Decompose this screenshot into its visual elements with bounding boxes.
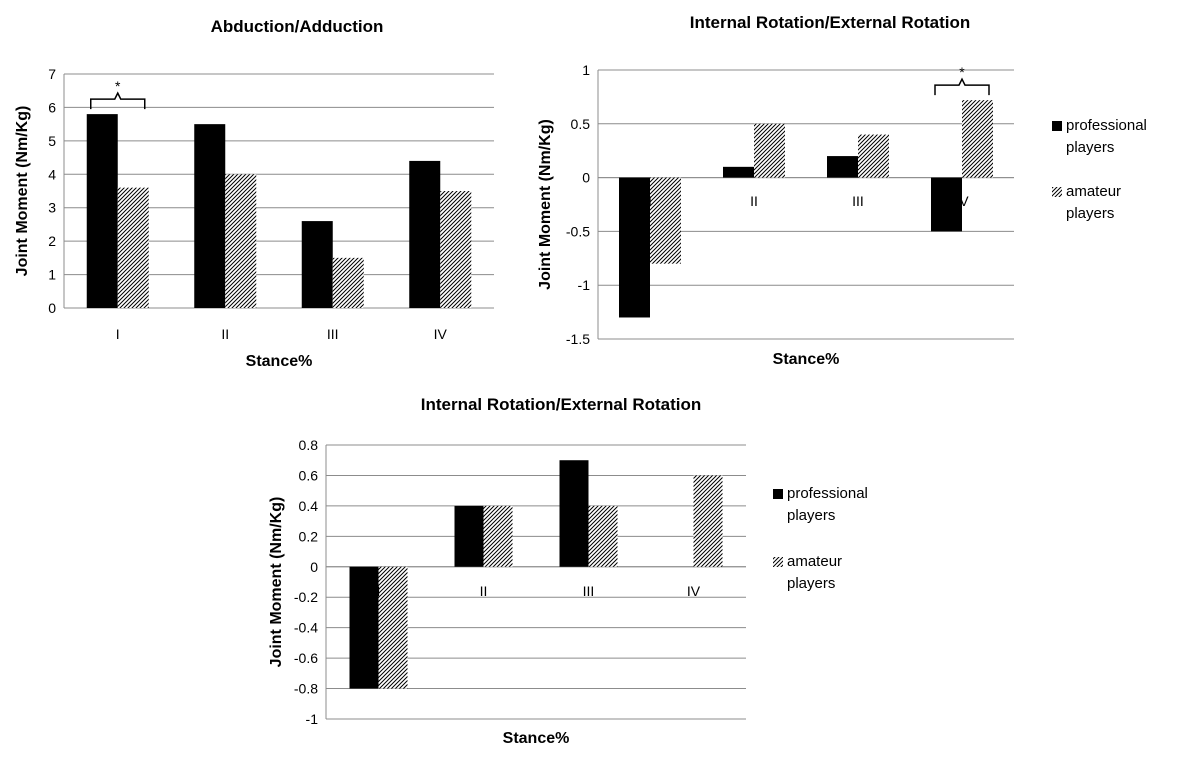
x-category-label: I <box>648 193 652 209</box>
y-tick-label: 2 <box>48 233 56 249</box>
bar-professional <box>349 566 379 689</box>
significance-bracket <box>90 91 146 110</box>
y-tick-label: 5 <box>48 133 56 149</box>
bar-amateur <box>588 505 618 567</box>
chart-title: Abduction/Adduction <box>211 17 384 36</box>
chart-title: Internal Rotation/External Rotation <box>690 13 971 32</box>
legend-label-professional: professional players <box>787 485 868 524</box>
legend-label-amateur: amateur players <box>787 553 842 592</box>
y-tick-label: 0.2 <box>299 528 319 544</box>
bar-amateur <box>378 566 408 689</box>
y-tick-label: -1.5 <box>566 331 590 347</box>
significance-marker: * <box>959 64 965 80</box>
y-tick-label: 0.4 <box>299 498 319 514</box>
bar-professional <box>827 156 858 178</box>
x-category-label: IV <box>955 193 969 209</box>
legend-swatch-professional <box>773 489 783 499</box>
y-tick-label: 0.6 <box>299 467 319 483</box>
chart-title: Internal Rotation/External Rotation <box>421 395 702 414</box>
x-axis-title: Stance% <box>773 351 840 368</box>
bar-amateur <box>483 505 513 567</box>
y-tick-label: 0 <box>310 559 318 575</box>
y-tick-label: 6 <box>48 99 56 115</box>
bar-professional <box>723 166 754 178</box>
y-tick-label: 0.5 <box>571 116 591 132</box>
chart-internal-external-rotation-1: Internal Rotation/External Rotation 1 0.5 0… <box>537 13 1147 368</box>
bar-professional <box>559 460 589 567</box>
bar-professional <box>86 114 118 308</box>
legend: professional players amateur players <box>1052 117 1147 222</box>
bar-amateur <box>962 100 993 178</box>
bar-amateur <box>440 191 472 308</box>
x-category-label: III <box>852 193 864 209</box>
bar-professional <box>454 505 484 567</box>
y-tick-label: 0.8 <box>299 437 319 453</box>
bar-amateur <box>225 174 257 308</box>
y-tick-label: 0 <box>582 170 590 186</box>
x-axis-title: Stance% <box>246 353 313 370</box>
x-category-label: II <box>750 193 758 209</box>
y-tick-label: -0.8 <box>294 681 318 697</box>
bar-professional <box>301 221 333 308</box>
x-category-label: I <box>116 326 120 342</box>
bar-professional <box>931 177 962 232</box>
bar-amateur <box>858 134 889 178</box>
legend-swatch-professional <box>1052 121 1062 131</box>
x-category-label: IV <box>434 326 448 342</box>
y-tick-label: -0.4 <box>294 620 318 636</box>
bar-professional <box>409 160 441 308</box>
x-category-label: III <box>583 583 595 599</box>
x-axis-title: Stance% <box>503 730 570 747</box>
bar-professional <box>619 177 650 318</box>
y-axis-title: Joint Moment (Nm/Kg) <box>14 106 31 277</box>
y-tick-label: -0.6 <box>294 650 318 666</box>
legend-swatch-amateur <box>1052 187 1062 197</box>
y-axis-title: Joint Moment (Nm/Kg) <box>537 119 554 290</box>
x-category-label: III <box>327 326 339 342</box>
bar-amateur <box>693 475 723 567</box>
y-tick-label: 0 <box>48 300 56 316</box>
x-category-label: IV <box>687 583 701 599</box>
y-tick-label: -0.5 <box>566 223 590 239</box>
bar-professional <box>194 124 226 309</box>
y-tick-label: -0.2 <box>294 589 318 605</box>
bar-amateur <box>117 187 149 308</box>
y-tick-label: -1 <box>578 277 591 293</box>
x-category-label: II <box>480 583 488 599</box>
legend-label-amateur: amateur players <box>1066 183 1121 222</box>
y-tick-label: 7 <box>48 66 56 82</box>
y-tick-label: -1 <box>306 711 319 727</box>
x-category-label: I <box>377 583 381 599</box>
y-tick-label: 3 <box>48 200 56 216</box>
y-axis-title: Joint Moment (Nm/Kg) <box>268 497 285 668</box>
y-tick-label: 1 <box>48 267 56 283</box>
y-tick-label: 4 <box>48 166 56 182</box>
bar-amateur <box>650 177 681 264</box>
bar-amateur <box>754 123 785 178</box>
chart-internal-external-rotation-2: Internal Rotation/External Rotation 0.8 0.… <box>268 395 868 747</box>
y-tick-label: 1 <box>582 62 590 78</box>
significance-marker: * <box>115 78 121 94</box>
x-category-label: II <box>221 326 229 342</box>
bar-amateur <box>332 257 364 308</box>
legend: professional players amateur players <box>773 485 868 592</box>
significance-bracket <box>934 77 990 96</box>
legend-swatch-amateur <box>773 557 783 567</box>
legend-label-professional: professional players <box>1066 117 1147 156</box>
